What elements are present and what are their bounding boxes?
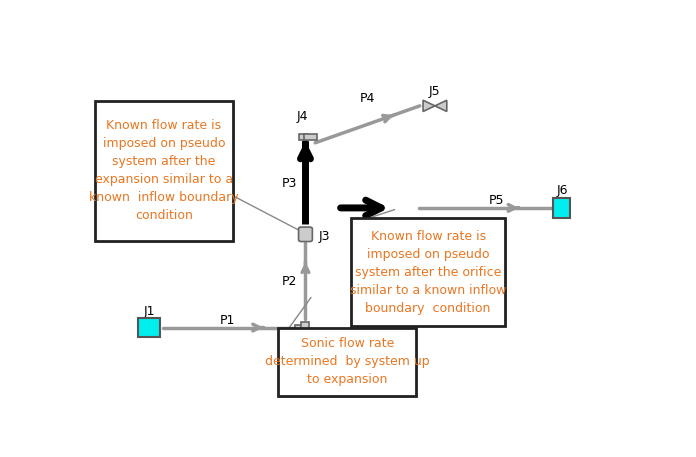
Text: J2: J2 [310, 332, 322, 345]
Text: P3: P3 [282, 177, 297, 190]
FancyBboxPatch shape [280, 329, 418, 398]
Text: J6: J6 [557, 184, 569, 197]
Text: P4: P4 [360, 92, 375, 105]
Text: J3: J3 [319, 229, 330, 243]
Text: P2: P2 [282, 275, 297, 288]
Text: J1: J1 [143, 305, 155, 318]
FancyBboxPatch shape [95, 101, 232, 241]
Text: P5: P5 [489, 194, 505, 207]
FancyBboxPatch shape [354, 220, 507, 327]
FancyBboxPatch shape [351, 218, 505, 326]
Text: P1: P1 [219, 314, 235, 327]
Bar [301, 323, 309, 331]
Bar [138, 318, 160, 337]
Bar [295, 325, 308, 331]
Bar [299, 133, 308, 140]
Polygon shape [435, 100, 447, 112]
Polygon shape [423, 100, 435, 112]
Bar [304, 133, 317, 140]
Text: Sonic flow rate
determined  by system up
to expansion: Sonic flow rate determined by system up … [265, 337, 429, 386]
Bar [553, 198, 570, 218]
FancyBboxPatch shape [97, 102, 235, 243]
Text: J4: J4 [297, 110, 308, 123]
FancyBboxPatch shape [278, 328, 416, 396]
Text: Known flow rate is
imposed on pseudo
system after the
expansion similar to a
kno: Known flow rate is imposed on pseudo sys… [89, 119, 239, 223]
Text: Known flow rate is
imposed on pseudo
system after the orifice
similar to a known: Known flow rate is imposed on pseudo sys… [350, 229, 507, 314]
FancyBboxPatch shape [299, 227, 313, 242]
Text: J5: J5 [429, 85, 441, 98]
